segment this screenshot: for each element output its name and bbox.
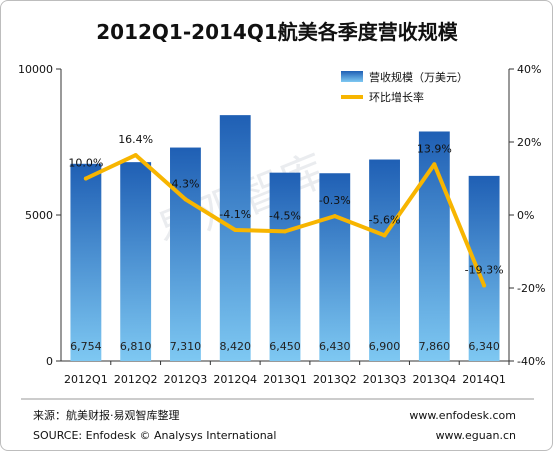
- growth-value-label: -5.6%: [369, 213, 401, 226]
- category-label: 2014Q1: [462, 373, 506, 386]
- growth-value-label: -4.5%: [269, 209, 301, 222]
- line-value-labels: 10.0% 16.4% 4.3% -4.1% -4.5% -0.3% -5.6% 13.9% -…: [68, 133, 503, 276]
- category-label: 2013Q3: [363, 373, 407, 386]
- bar: [70, 163, 102, 361]
- bar-value-label: 6,450: [269, 340, 301, 353]
- line-point: [183, 197, 188, 202]
- line-point: [332, 214, 337, 219]
- category-label: 2013Q1: [263, 373, 307, 386]
- bar: [418, 131, 450, 361]
- bar-value-label: 6,340: [468, 340, 500, 353]
- line-point: [233, 227, 238, 232]
- line-point: [432, 162, 437, 167]
- right-tick-label: 40%: [517, 63, 541, 76]
- growth-value-label: -0.3%: [319, 194, 351, 207]
- legend-bar-swatch: [341, 71, 363, 82]
- left-tick-label: 5000: [25, 209, 53, 222]
- category-label: 2013Q2: [313, 373, 357, 386]
- right-tick-label: 0%: [517, 209, 534, 222]
- growth-value-label: -19.3%: [465, 263, 504, 276]
- line-point: [482, 283, 487, 288]
- chart-title: 2012Q1-2014Q1航美各季度营收规模: [96, 20, 458, 44]
- bar: [170, 147, 201, 361]
- legend: 营收规模（万美元） 环比增长率: [341, 70, 468, 104]
- right-tick-label: -20%: [517, 282, 545, 295]
- bar-value-label: 7,310: [170, 340, 202, 353]
- line-point: [382, 233, 387, 238]
- bar: [219, 115, 251, 361]
- line-point: [283, 229, 287, 234]
- right-tick-label: 20%: [517, 136, 541, 149]
- x-axis-labels: 2012Q1 2012Q2 2012Q3 2012Q4 2013Q1 2013Q2 2013…: [64, 361, 510, 386]
- bar-value-label: 6,754: [70, 340, 102, 353]
- growth-value-label: 4.3%: [171, 177, 199, 190]
- bar-value-label: 7,860: [419, 340, 451, 353]
- bar: [319, 173, 351, 361]
- category-label: 2012Q3: [164, 373, 208, 386]
- bar-value-label: 8,420: [219, 340, 251, 353]
- line-point: [83, 176, 88, 181]
- legend-line-label: 环比增长率: [369, 90, 424, 104]
- bar-value-label: 6,900: [369, 340, 401, 353]
- left-tick-label: 0: [46, 355, 53, 368]
- right-y-axis: -40% -20% 0% 20% 40%: [508, 63, 545, 368]
- footer-source-en: SOURCE: Enfodesk © Analysys Internationa…: [33, 429, 276, 442]
- growth-value-label: 16.4%: [118, 133, 153, 146]
- category-label: 2013Q4: [413, 373, 457, 386]
- footer-url-eguan: www.eguan.cn: [436, 429, 516, 442]
- growth-value-label: -4.1%: [219, 208, 251, 221]
- bar-value-label: 6,430: [319, 340, 351, 353]
- category-label: 2012Q1: [64, 373, 108, 386]
- bar-value-label: 6,810: [120, 340, 152, 353]
- bar-series: [70, 115, 500, 361]
- growth-value-label: 13.9%: [417, 142, 452, 155]
- bar: [369, 159, 400, 361]
- footer-source-cn: 来源：航美财报·易观智库整理: [33, 408, 180, 422]
- right-tick-label: -40%: [517, 355, 545, 368]
- bar-value-labels: 6,754 6,810 7,310 8,420 6,450 6,430 6,900 7,860…: [70, 340, 500, 353]
- bar: [120, 162, 152, 361]
- bar: [468, 175, 500, 361]
- left-tick-label: 10000: [18, 63, 53, 76]
- line-point: [133, 153, 138, 158]
- growth-value-label: 10.0%: [68, 157, 103, 170]
- category-label: 2012Q4: [213, 373, 257, 386]
- line-series: [83, 153, 487, 288]
- category-label: 2012Q2: [114, 373, 158, 386]
- bar: [269, 172, 301, 361]
- footer-url-enfodesk: www.enfodesk.com: [409, 409, 516, 422]
- legend-bar-label: 营收规模（万美元）: [369, 70, 468, 84]
